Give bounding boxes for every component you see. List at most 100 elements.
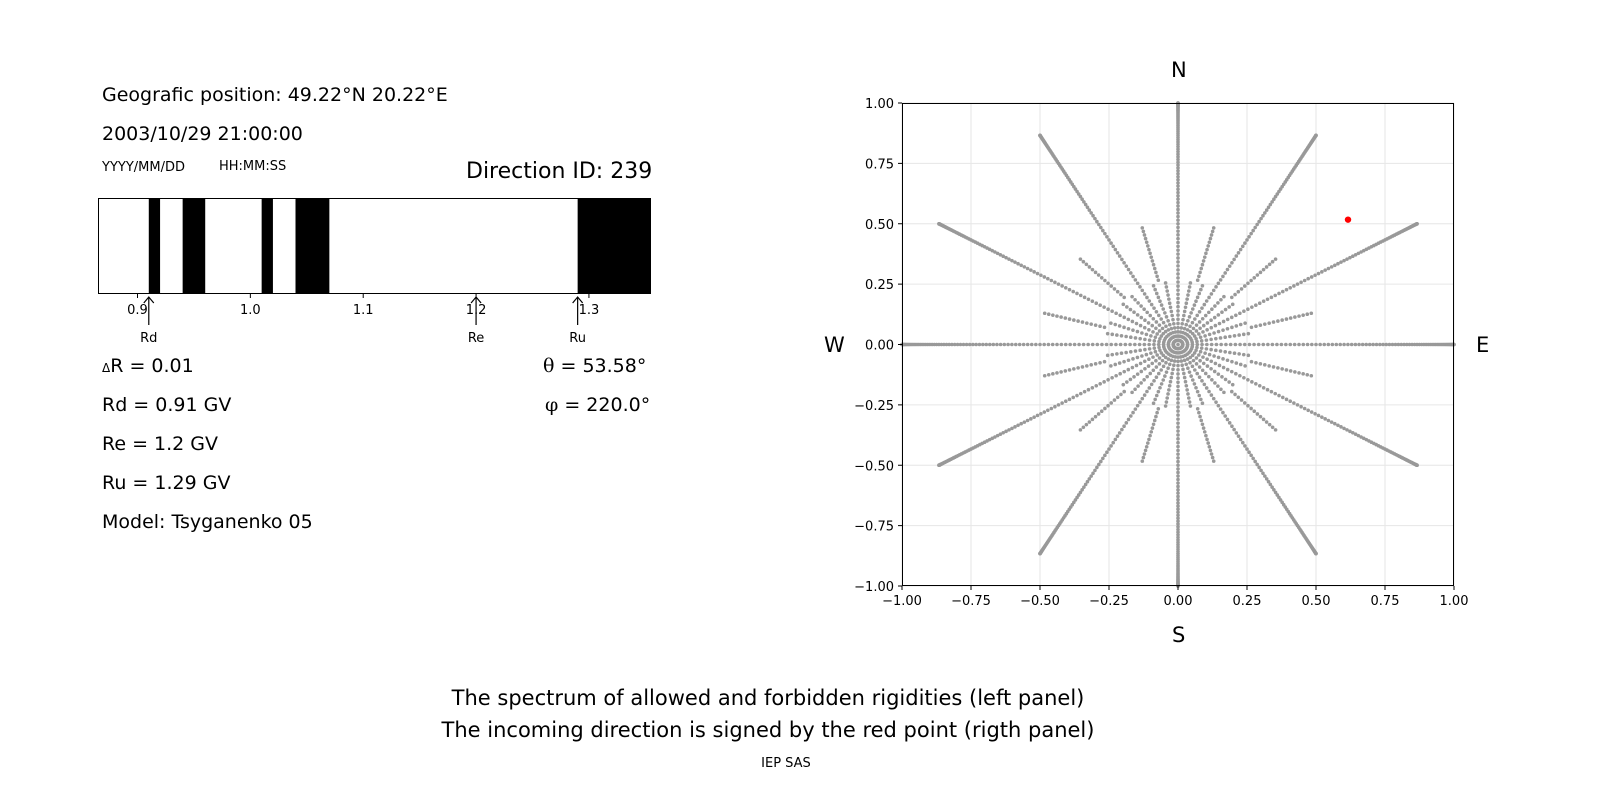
direction-point [1176,535,1180,540]
direction-point [1103,406,1107,411]
direction-point [1273,391,1278,396]
direction-point [1195,345,1199,350]
direction-point [1199,418,1204,423]
direction-point [1007,428,1011,432]
direction-point [1150,323,1155,328]
direction-point [1087,420,1092,424]
direction-point [1197,309,1202,314]
direction-point [1119,292,1123,297]
datetime: 2003/10/29 21:00:00 [102,123,303,145]
direction-point [1013,342,1018,347]
direction-point [1261,267,1266,272]
direction-point [1133,407,1138,411]
direction-point [1225,267,1230,272]
direction-point [1192,382,1197,386]
direction-point [1204,347,1209,351]
direction-point [937,221,941,226]
direction-point [1273,490,1278,495]
spectrum-tick-label: 1.1 [353,303,374,318]
direction-point [1301,342,1306,347]
direction-point [1087,208,1092,212]
direction-point [1195,339,1199,344]
direction-point [1176,233,1180,237]
direction-point [1034,342,1038,347]
direction-point [1195,371,1200,376]
direction-point [1075,393,1079,398]
direction-point [1197,332,1201,336]
direction-point [1176,477,1180,482]
direction-point [1407,342,1412,347]
direction-point [1273,257,1278,261]
direction-point [1210,307,1214,312]
direction-point [1141,455,1146,460]
direction-point [1297,371,1301,375]
direction-point [1126,358,1131,363]
direction-point [1176,288,1180,292]
x-tick-label: 1.00 [1440,594,1469,609]
direction-point [1099,275,1104,280]
direction-point [1083,482,1088,487]
direction-point [1122,295,1127,300]
direction-point [1124,421,1129,425]
direction-point [1288,286,1293,290]
direction-point [1222,390,1226,395]
direction-point [1251,228,1255,233]
direction-point [1209,318,1213,323]
direction-point [1103,278,1107,283]
direction-point [1249,406,1253,411]
direction-point [1115,395,1120,400]
direction-point [1262,322,1267,326]
direction-point [1046,342,1051,347]
direction-point [1221,274,1225,279]
direction-point [1268,202,1273,207]
direction-point [1089,211,1093,215]
direction-point [1201,259,1206,263]
direction-point [1213,361,1218,366]
direction-point [1209,342,1214,347]
direction-point [1117,254,1122,258]
direction-point [1201,355,1205,359]
direction-point [1142,292,1147,296]
direction-point [1159,368,1163,372]
direction-point [1187,400,1192,404]
direction-point [1247,450,1251,455]
direction-point [1342,426,1346,431]
theta-value: θ = 53.58° [543,355,646,377]
direction-point [1208,236,1213,241]
direction-point [1371,342,1375,347]
direction-point [1221,365,1226,370]
direction-point [1238,322,1243,327]
direction-point [1342,342,1346,347]
direction-point [1166,357,1171,361]
compass-north: N [1171,58,1187,82]
direction-point [1096,273,1101,277]
direction-point [955,342,960,347]
direction-point [1156,371,1161,376]
direction-point [1176,200,1180,205]
direction-point [1323,417,1327,421]
direction-point [1205,327,1209,332]
direction-point [1205,357,1209,362]
direction-point [1186,366,1190,371]
direction-point [1117,431,1122,435]
direction-point [1181,367,1185,372]
direction-point [1176,174,1180,179]
direction-point [1166,366,1170,371]
direction-point [1046,276,1050,281]
direction-point [1176,171,1180,176]
direction-point [1202,430,1207,434]
direction-point [1197,365,1202,369]
direction-point [1230,359,1234,364]
direction-point [1013,260,1017,264]
direction-point [1163,404,1168,408]
direction-point [1176,359,1180,364]
direction-point [1200,316,1205,321]
direction-point [1131,274,1135,279]
direction-point [1091,213,1095,218]
direction-point [1154,414,1158,419]
forbidden-band [295,198,330,294]
direction-point [1093,414,1098,419]
direction-point [1124,264,1129,268]
direction-point [1360,342,1365,347]
direction-point [1022,265,1027,269]
